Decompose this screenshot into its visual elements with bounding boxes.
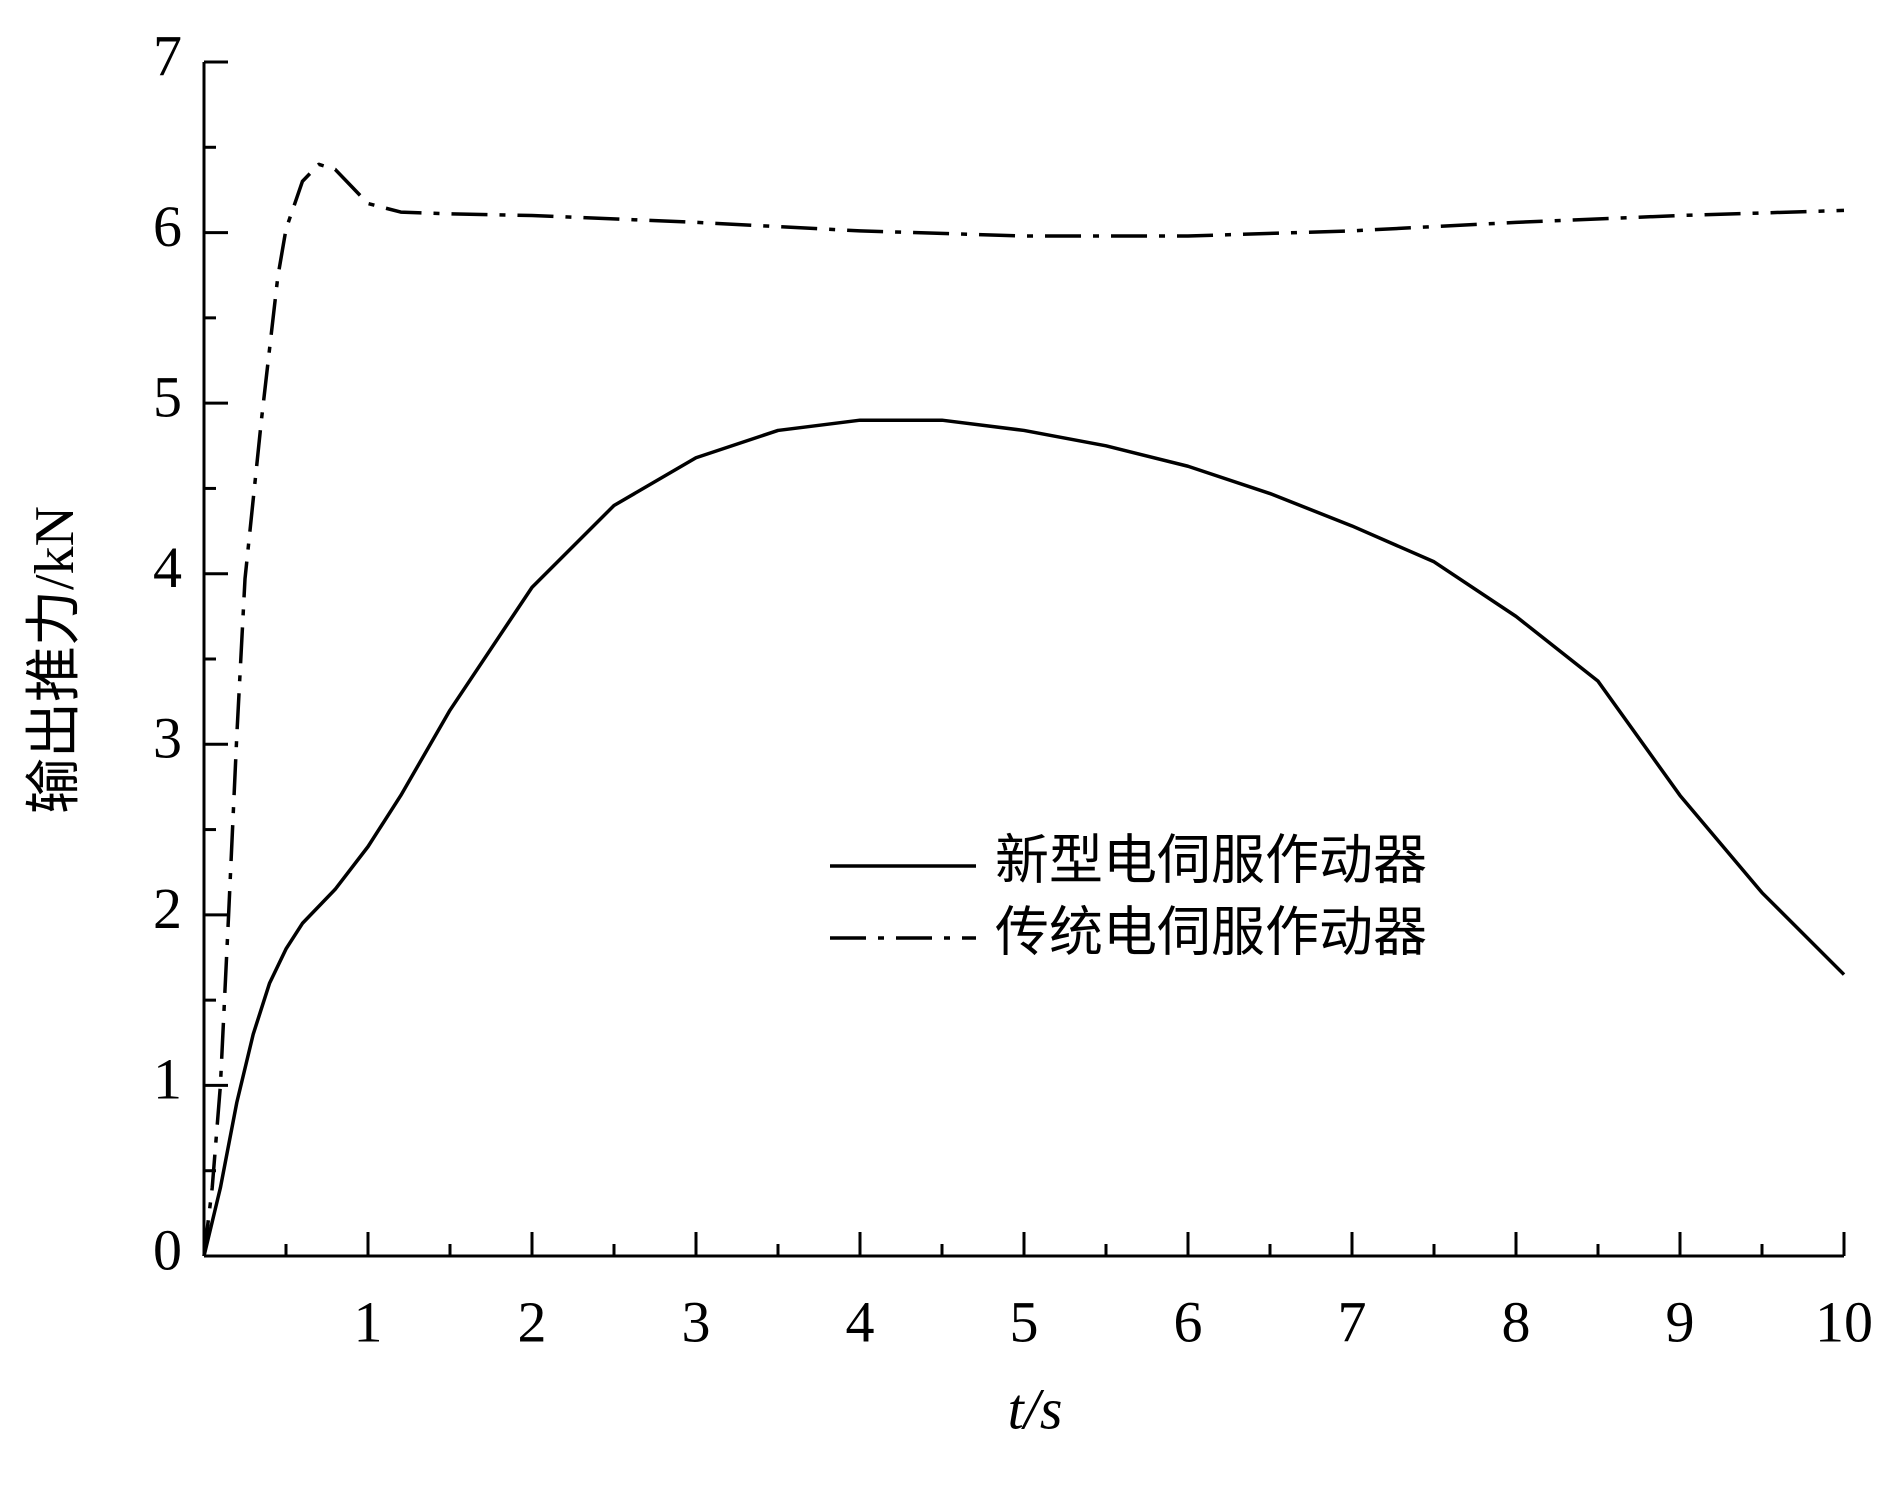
x-tick-label: 7: [1338, 1289, 1367, 1354]
x-tick-label: 9: [1666, 1289, 1695, 1354]
y-tick-label: 3: [153, 706, 182, 771]
x-tick-label: 1: [354, 1289, 383, 1354]
data-line: [202, 162, 1845, 1257]
data-line: [202, 418, 1846, 1257]
y-tick-label: 5: [153, 364, 182, 429]
y-axis-label: 输出推力/kN: [24, 506, 86, 814]
x-tick-label: 5: [1010, 1289, 1039, 1354]
x-tick-label: 4: [846, 1289, 875, 1354]
y-tick-label: 1: [153, 1047, 182, 1112]
x-tick-label: 8: [1502, 1289, 1531, 1354]
x-tick-label: 3: [682, 1289, 711, 1354]
x-tick-label: 10: [1815, 1289, 1873, 1354]
x-tick-label: 2: [518, 1289, 547, 1354]
legend-label: 新型电伺服作动器: [995, 830, 1427, 890]
x-axis-label: t/s: [1008, 1376, 1063, 1441]
y-tick-label: 6: [153, 194, 182, 259]
y-tick-label: 4: [153, 535, 182, 600]
legend-label: 传统电伺服作动器: [995, 902, 1427, 962]
x-tick-label: 6: [1174, 1289, 1203, 1354]
y-tick-label: 0: [153, 1217, 182, 1282]
y-tick-label: 2: [153, 876, 182, 941]
y-tick-label: 7: [153, 23, 182, 88]
